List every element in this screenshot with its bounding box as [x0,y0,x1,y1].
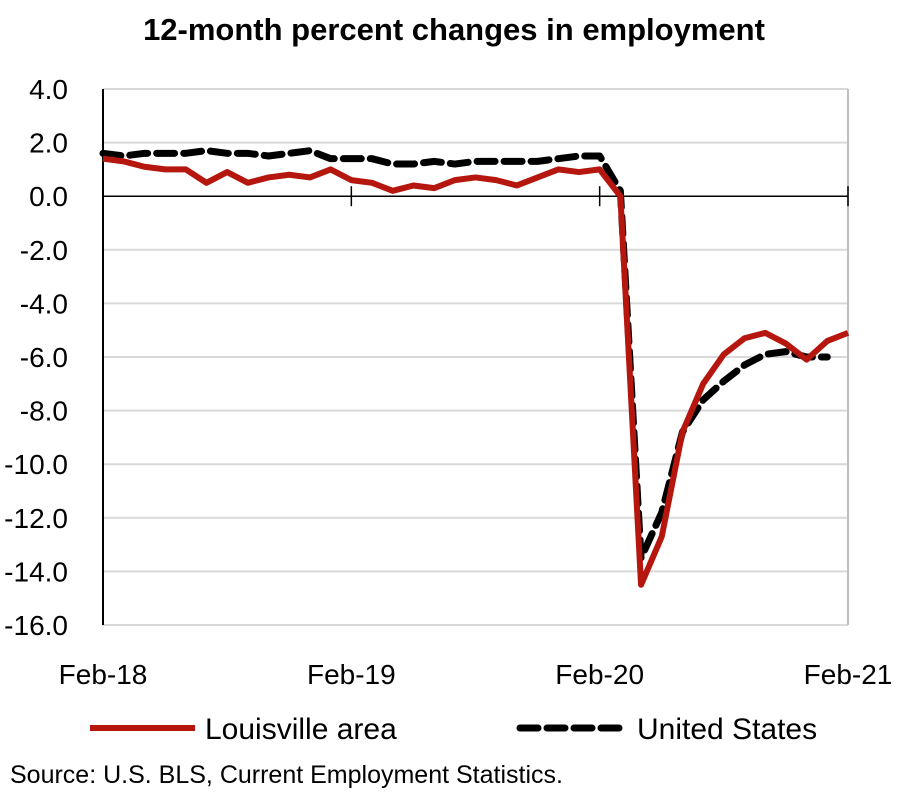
y-tick-label: 0.0 [29,181,68,212]
series-line-united-states [99,147,831,562]
legend: Louisville area United States [90,713,817,746]
y-tick-label: -4.0 [20,288,68,319]
y-tick-label: -12.0 [4,503,68,534]
y-tick-label: -2.0 [20,235,68,266]
x-tick-label: Feb-19 [307,659,396,690]
chart-title: 12-month percent changes in employment [143,12,765,47]
y-tick-label: 2.0 [29,128,68,159]
x-tick-label: Feb-20 [555,659,644,690]
x-tick-label: Feb-21 [804,659,893,690]
y-tick-label: -6.0 [20,342,68,373]
legend-label-louisville: Louisville area [205,713,397,746]
y-tick-label: -10.0 [4,449,68,480]
source-note: Source: U.S. BLS, Current Employment Sta… [10,761,563,789]
y-tick-label: 4.0 [29,74,68,105]
x-tick-label: Feb-18 [59,659,148,690]
y-tick-label: -8.0 [20,396,68,427]
series-line-louisville-area [102,155,850,588]
legend-label-us: United States [637,713,817,746]
y-tick-label: -16.0 [4,610,68,641]
y-tick-label: -14.0 [4,556,68,587]
